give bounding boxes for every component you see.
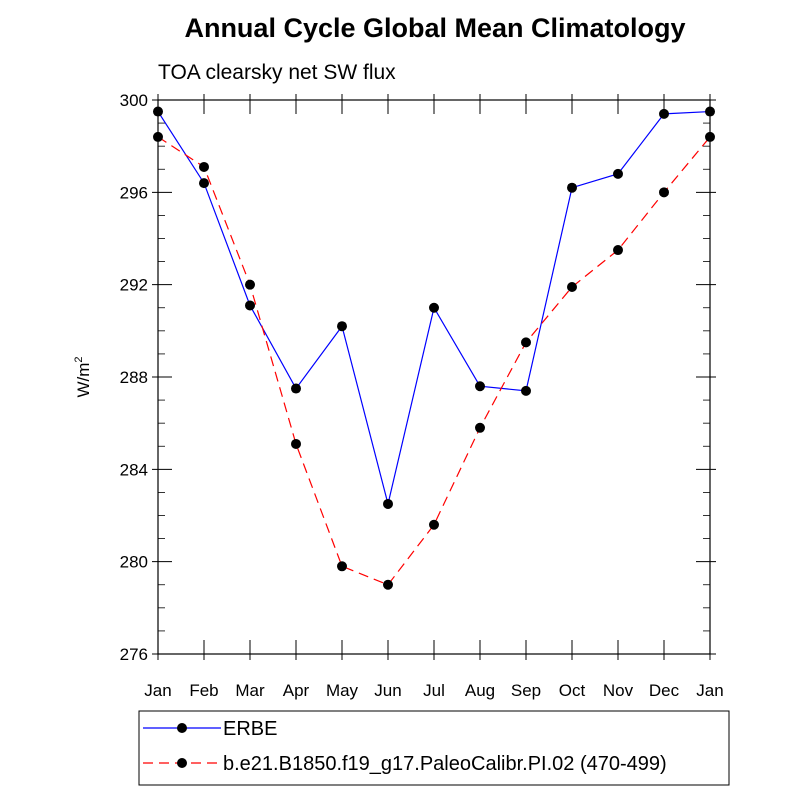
x-tick-label: Nov bbox=[603, 681, 634, 700]
y-tick-label: 288 bbox=[120, 368, 148, 387]
y-axis-label: W/m2 bbox=[73, 356, 93, 397]
series-0-point bbox=[291, 383, 301, 394]
legend-label-1: b.e21.B1850.f19_g17.PaleoCalibr.PI.02 (4… bbox=[223, 753, 667, 775]
legend-marker-1 bbox=[177, 758, 187, 768]
y-tick-label: 296 bbox=[120, 183, 148, 202]
series-0-point bbox=[659, 108, 669, 119]
series-line-1 bbox=[157, 136, 711, 586]
series-1-point bbox=[429, 519, 439, 530]
x-tick-label: Apr bbox=[283, 681, 310, 700]
series-0-point bbox=[475, 381, 485, 392]
series-0-point bbox=[383, 498, 393, 509]
series-1-point bbox=[521, 337, 531, 348]
x-tick-label: Mar bbox=[235, 681, 265, 700]
series-1-point bbox=[705, 131, 715, 142]
series-1-point bbox=[475, 422, 485, 433]
series-0-point bbox=[429, 302, 439, 313]
series-1-point bbox=[291, 438, 301, 449]
series-1-point bbox=[153, 131, 163, 142]
series-1-point bbox=[383, 579, 393, 590]
x-tick-label: Jan bbox=[144, 681, 171, 700]
x-tick-label: Jul bbox=[423, 681, 445, 700]
series-0-point bbox=[521, 385, 531, 396]
series-1-point bbox=[199, 161, 209, 172]
series-1-point bbox=[659, 187, 669, 198]
y-tick-label: 300 bbox=[120, 91, 148, 110]
series-1-point bbox=[337, 561, 347, 572]
legend: ERBE b.e21.B1850.f19_g17.PaleoCalibr.PI.0… bbox=[138, 710, 730, 786]
series-0-point bbox=[199, 178, 209, 189]
x-tick-label: Dec bbox=[649, 681, 680, 700]
plot-frame bbox=[157, 99, 711, 655]
legend-marker-0 bbox=[177, 723, 187, 733]
chart-title: Annual Cycle Global Mean Climatology bbox=[184, 13, 685, 43]
x-tick-label: Feb bbox=[189, 681, 218, 700]
legend-label-0: ERBE bbox=[223, 718, 277, 740]
x-tick-label: Aug bbox=[465, 681, 495, 700]
x-tick-label: Oct bbox=[559, 681, 586, 700]
legend-box bbox=[138, 710, 730, 786]
y-tick-label: 292 bbox=[120, 276, 148, 295]
x-tick-label: Jun bbox=[374, 681, 401, 700]
series-0-point bbox=[567, 182, 577, 193]
series-1-point bbox=[613, 245, 623, 256]
series-1-point bbox=[245, 279, 255, 290]
series-0-point bbox=[245, 300, 255, 311]
plot-area: 276 280 284 288 292 296 300 Jan Feb Mar Apr May Jun J… bbox=[73, 91, 724, 700]
series-0-point bbox=[153, 106, 163, 117]
x-tick-label: Jan bbox=[696, 681, 723, 700]
chart-subtitle: TOA clearsky net SW flux bbox=[158, 61, 396, 84]
series-1-point bbox=[567, 281, 577, 292]
y-tick-label: 284 bbox=[120, 460, 148, 479]
series-0-point bbox=[337, 321, 347, 332]
series-0-point bbox=[613, 168, 623, 179]
x-tick-label: May bbox=[326, 681, 359, 700]
y-tick-label: 280 bbox=[120, 553, 148, 572]
y-tick-label: 276 bbox=[120, 645, 148, 664]
x-tick-label: Sep bbox=[511, 681, 541, 700]
series-0-point bbox=[705, 106, 715, 117]
